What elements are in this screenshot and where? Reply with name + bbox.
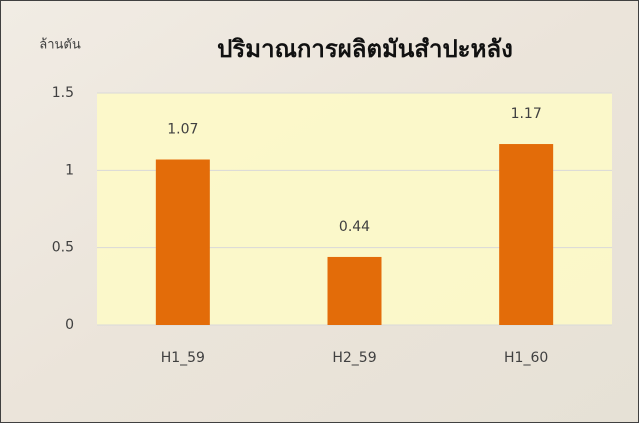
chart-title: ปริมาณการผลิตมันสำปะหลัง [217, 35, 513, 63]
x-tick-label: H1_60 [504, 350, 548, 366]
data-label: 0.44 [339, 219, 370, 235]
page: ล้านตัน ปริมาณการผลิตมันสำปะหลัง 0 0.5 1 1.… [0, 0, 639, 423]
y-tick-label: 0.5 [52, 240, 74, 256]
x-tick-label: H2_59 [332, 350, 376, 366]
data-label: 1.07 [167, 122, 198, 138]
bar [156, 160, 210, 325]
y-tick-label: 1 [65, 162, 74, 178]
y-tick-label: 1.5 [52, 85, 74, 101]
bar [328, 257, 382, 325]
y-tick-label: 0 [65, 317, 74, 333]
y-axis-unit: ล้านตัน [39, 38, 81, 53]
bar [499, 144, 553, 325]
data-label: 1.17 [511, 106, 542, 122]
x-tick-label: H1_59 [161, 350, 205, 366]
chart: ล้านตัน ปริมาณการผลิตมันสำปะหลัง 0 0.5 1 1.… [0, 0, 639, 423]
